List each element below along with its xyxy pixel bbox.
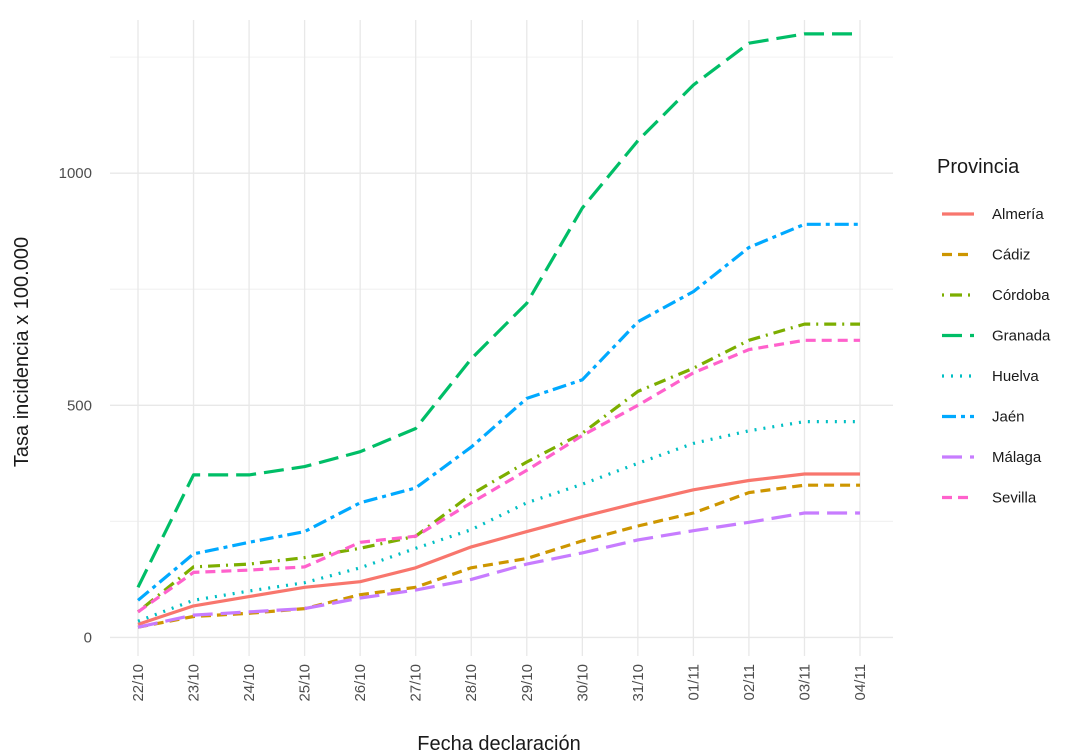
x-tick-label: 30/10 (574, 664, 591, 702)
legend-label: Granada (992, 328, 1051, 345)
legend-title: Provincia (937, 156, 1020, 178)
x-tick-label: 31/10 (630, 664, 647, 702)
series-line (137, 472, 860, 626)
x-tick-label: 29/10 (519, 664, 536, 702)
legend-label: Málaga (992, 449, 1042, 466)
x-tick-label: 23/10 (186, 664, 203, 702)
legend-label: Jaén (992, 409, 1025, 426)
x-tick-label: 03/11 (796, 664, 813, 700)
series-lines (136, 32, 860, 629)
x-tick-label: 28/10 (463, 664, 480, 702)
x-tick-label: 04/11 (852, 664, 869, 700)
x-tick-label: 24/10 (241, 664, 258, 702)
x-tick-label: 25/10 (297, 664, 314, 702)
x-axis-title: Fecha declaración (417, 733, 580, 755)
series-line (137, 483, 860, 629)
legend-label: Almería (992, 206, 1044, 223)
grid (110, 20, 893, 656)
legend-label: Córdoba (992, 287, 1050, 304)
x-tick-label: 26/10 (352, 664, 369, 702)
legend-label: Sevilla (992, 490, 1037, 507)
x-tick-label: 27/10 (408, 664, 425, 702)
y-tick-label: 0 (84, 629, 92, 646)
series-line (137, 511, 860, 629)
x-tick-label: 02/11 (741, 664, 758, 700)
series-line (136, 222, 860, 602)
series-line (137, 338, 860, 614)
legend-label: Huelva (992, 368, 1039, 385)
y-axis-ticks: 0 500 1000 (59, 165, 92, 646)
series-line (136, 32, 860, 589)
y-tick-label: 1000 (59, 165, 92, 182)
legend-label: Cádiz (992, 247, 1030, 264)
y-tick-label: 500 (67, 397, 92, 414)
y-axis-title: Tasa incidencia x 100.000 (11, 237, 33, 467)
x-tick-label: 22/10 (130, 664, 147, 702)
legend: Provincia Almería Cádiz Córdoba Granada Huel… (937, 156, 1051, 507)
x-axis-ticks: 22/10 23/10 24/10 25/10 26/10 27/10 28/10 29/10… (130, 664, 869, 702)
x-tick-label: 01/11 (685, 664, 702, 700)
